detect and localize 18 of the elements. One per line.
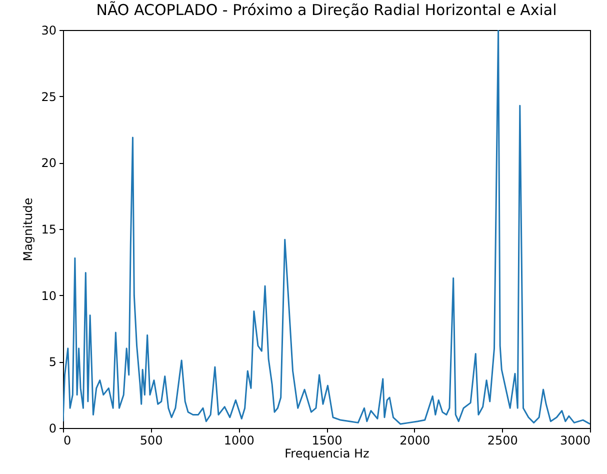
y-tick-label: 20 [41, 156, 56, 170]
y-tick-label: 15 [41, 222, 56, 236]
y-tick-label: 10 [41, 288, 56, 303]
x-tick-label: 500 [140, 434, 163, 448]
x-tick-label: 2500 [487, 434, 518, 448]
x-tick-label: 2000 [400, 434, 430, 448]
chart-title: NÃO ACOPLADO - Próximo a Direção Radial Horizontal e Axial [96, 1, 557, 19]
x-tick-label: 0 [64, 434, 72, 448]
y-tick-label: 25 [41, 90, 56, 104]
y-tick-label: 30 [41, 24, 56, 38]
x-tick-label: 1000 [224, 434, 254, 448]
y-axis-title: Magnitude [21, 198, 36, 262]
y-tick-label: 5 [48, 355, 56, 370]
x-tick-label: 1500 [312, 434, 342, 448]
x-tick-label: 3000 [560, 434, 590, 448]
y-tick-label: 0 [48, 422, 56, 436]
line-series [63, 30, 590, 425]
x-axis-title: Frequencia Hz [284, 446, 370, 460]
